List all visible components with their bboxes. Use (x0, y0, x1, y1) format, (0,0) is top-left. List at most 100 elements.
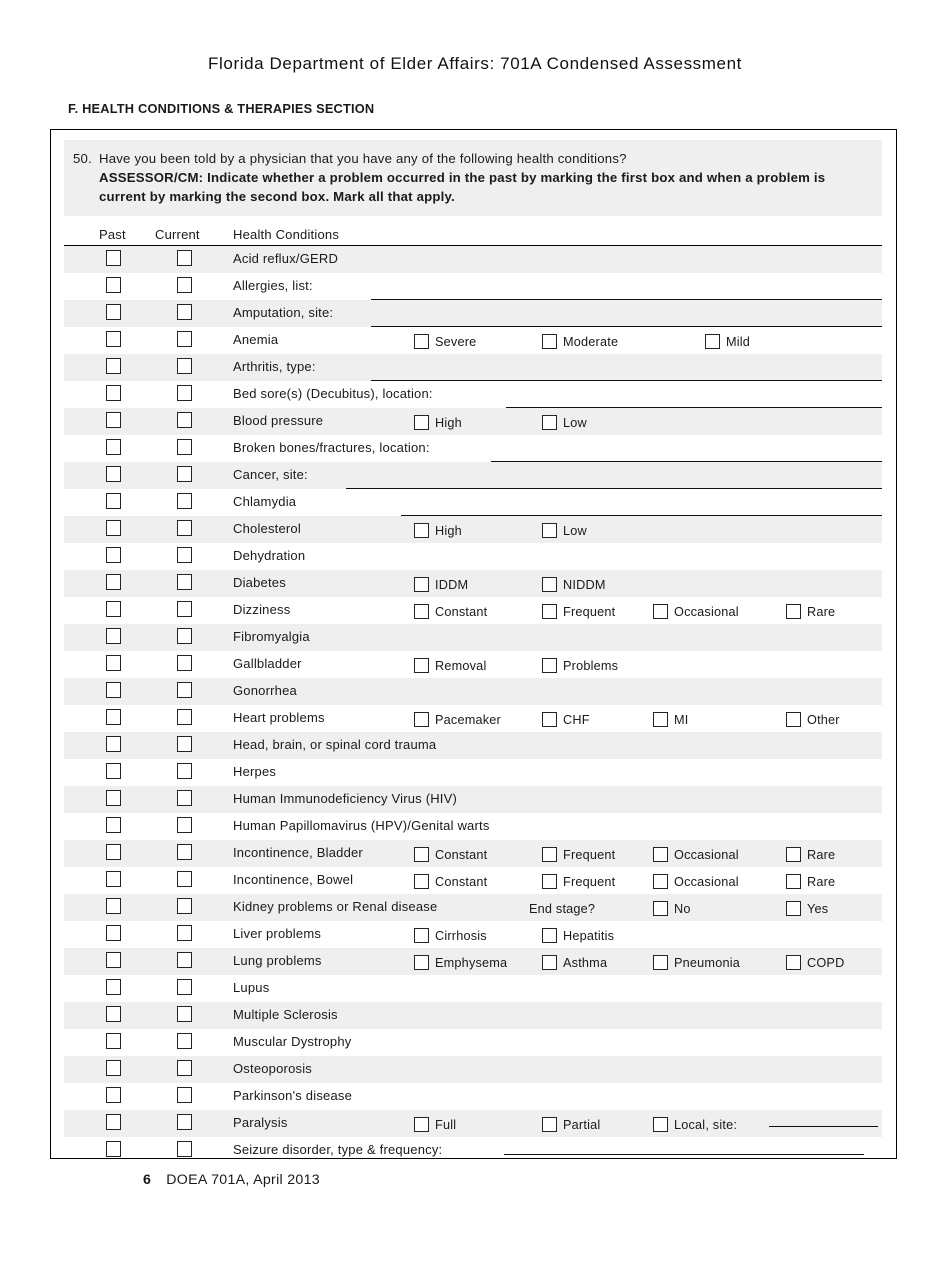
current-checkbox[interactable] (177, 709, 192, 725)
past-checkbox[interactable] (106, 1114, 121, 1130)
current-checkbox[interactable] (177, 601, 192, 617)
past-checkbox[interactable] (106, 790, 121, 806)
past-checkbox[interactable] (106, 250, 121, 266)
writing-line[interactable] (346, 488, 882, 489)
option-checkbox[interactable] (414, 658, 429, 673)
past-checkbox[interactable] (106, 520, 121, 536)
option-checkbox[interactable] (414, 955, 429, 970)
option-checkbox[interactable] (786, 712, 801, 727)
option-checkbox[interactable] (786, 874, 801, 889)
past-checkbox[interactable] (106, 1087, 121, 1103)
current-checkbox[interactable] (177, 493, 192, 509)
option-checkbox[interactable] (542, 604, 557, 619)
past-checkbox[interactable] (106, 682, 121, 698)
past-checkbox[interactable] (106, 466, 121, 482)
current-checkbox[interactable] (177, 817, 192, 833)
past-checkbox[interactable] (106, 871, 121, 887)
past-checkbox[interactable] (106, 358, 121, 374)
past-checkbox[interactable] (106, 979, 121, 995)
current-checkbox[interactable] (177, 304, 192, 320)
writing-line[interactable] (504, 1154, 864, 1155)
current-checkbox[interactable] (177, 439, 192, 455)
current-checkbox[interactable] (177, 736, 192, 752)
option-checkbox[interactable] (542, 658, 557, 673)
past-checkbox[interactable] (106, 736, 121, 752)
option-checkbox[interactable] (653, 874, 668, 889)
past-checkbox[interactable] (106, 709, 121, 725)
writing-line[interactable] (491, 461, 882, 462)
past-checkbox[interactable] (106, 601, 121, 617)
past-checkbox[interactable] (106, 439, 121, 455)
option-checkbox[interactable] (542, 847, 557, 862)
option-checkbox[interactable] (653, 712, 668, 727)
current-checkbox[interactable] (177, 655, 192, 671)
current-checkbox[interactable] (177, 520, 192, 536)
past-checkbox[interactable] (106, 1033, 121, 1049)
option-checkbox[interactable] (414, 604, 429, 619)
past-checkbox[interactable] (106, 655, 121, 671)
option-checkbox[interactable] (786, 955, 801, 970)
current-checkbox[interactable] (177, 1060, 192, 1076)
option-checkbox[interactable] (542, 577, 557, 592)
current-checkbox[interactable] (177, 979, 192, 995)
option-checkbox[interactable] (542, 712, 557, 727)
past-checkbox[interactable] (106, 1006, 121, 1022)
option-checkbox[interactable] (786, 847, 801, 862)
past-checkbox[interactable] (106, 844, 121, 860)
past-checkbox[interactable] (106, 898, 121, 914)
option-checkbox[interactable] (542, 415, 557, 430)
option-checkbox[interactable] (542, 874, 557, 889)
writing-line[interactable] (401, 515, 882, 516)
option-checkbox[interactable] (414, 334, 429, 349)
current-checkbox[interactable] (177, 277, 192, 293)
writing-line[interactable] (506, 407, 882, 408)
past-checkbox[interactable] (106, 952, 121, 968)
past-checkbox[interactable] (106, 763, 121, 779)
current-checkbox[interactable] (177, 898, 192, 914)
current-checkbox[interactable] (177, 790, 192, 806)
option-checkbox[interactable] (414, 874, 429, 889)
current-checkbox[interactable] (177, 412, 192, 428)
past-checkbox[interactable] (106, 304, 121, 320)
option-checkbox[interactable] (414, 1117, 429, 1132)
past-checkbox[interactable] (106, 817, 121, 833)
option-checkbox[interactable] (653, 604, 668, 619)
current-checkbox[interactable] (177, 466, 192, 482)
current-checkbox[interactable] (177, 1141, 192, 1157)
option-checkbox[interactable] (414, 577, 429, 592)
option-checkbox[interactable] (542, 334, 557, 349)
current-checkbox[interactable] (177, 844, 192, 860)
option-checkbox[interactable] (653, 1117, 668, 1132)
option-checkbox[interactable] (542, 928, 557, 943)
current-checkbox[interactable] (177, 952, 192, 968)
past-checkbox[interactable] (106, 1060, 121, 1076)
past-checkbox[interactable] (106, 385, 121, 401)
past-checkbox[interactable] (106, 628, 121, 644)
past-checkbox[interactable] (106, 331, 121, 347)
option-checkbox[interactable] (786, 604, 801, 619)
past-checkbox[interactable] (106, 574, 121, 590)
writing-line[interactable] (371, 299, 882, 300)
past-checkbox[interactable] (106, 1141, 121, 1157)
option-checkbox[interactable] (414, 847, 429, 862)
option-checkbox[interactable] (653, 847, 668, 862)
option-checkbox[interactable] (542, 955, 557, 970)
current-checkbox[interactable] (177, 925, 192, 941)
current-checkbox[interactable] (177, 250, 192, 266)
option-checkbox[interactable] (653, 955, 668, 970)
option-checkbox[interactable] (414, 415, 429, 430)
current-checkbox[interactable] (177, 385, 192, 401)
option-checkbox[interactable] (542, 523, 557, 538)
option-checkbox[interactable] (705, 334, 720, 349)
current-checkbox[interactable] (177, 358, 192, 374)
current-checkbox[interactable] (177, 1033, 192, 1049)
current-checkbox[interactable] (177, 331, 192, 347)
writing-line[interactable] (371, 380, 882, 381)
past-checkbox[interactable] (106, 412, 121, 428)
current-checkbox[interactable] (177, 547, 192, 563)
option-checkbox[interactable] (414, 712, 429, 727)
current-checkbox[interactable] (177, 682, 192, 698)
past-checkbox[interactable] (106, 277, 121, 293)
option-checkbox[interactable] (414, 523, 429, 538)
current-checkbox[interactable] (177, 1114, 192, 1130)
